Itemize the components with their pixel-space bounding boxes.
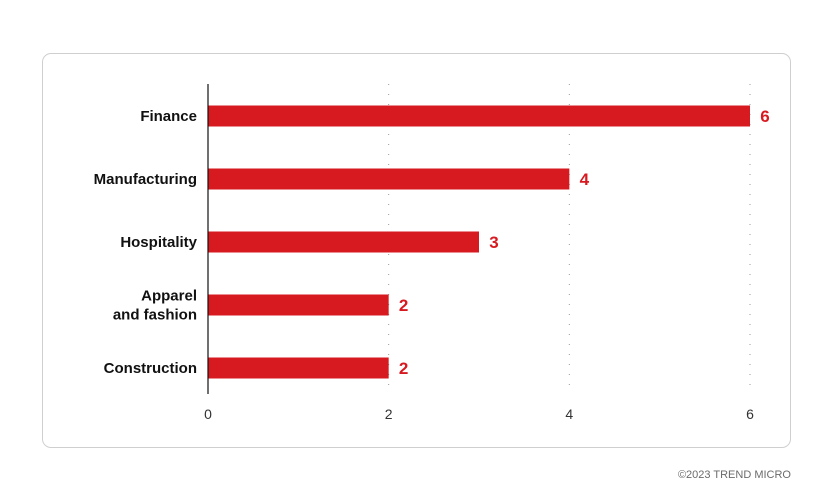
value-label: 4 [580, 170, 590, 189]
x-tick-labels: 0 2 4 6 [204, 406, 754, 422]
bar [208, 168, 570, 190]
category-label: Hospitality [120, 234, 197, 251]
category-label: Finance [140, 108, 197, 125]
bar [208, 294, 389, 316]
copyright-text: ©2023 TREND MICRO [677, 469, 791, 481]
x-tick-label: 6 [746, 406, 754, 422]
category-labels: Finance Manufacturing Hospitality Apparel an… [94, 108, 198, 377]
value-label: 3 [489, 233, 498, 252]
category-label: Construction [104, 360, 197, 377]
value-labels: 6 4 3 2 2 [399, 107, 770, 378]
x-tick-label: 2 [385, 406, 393, 422]
bars [208, 105, 750, 379]
x-tick-label: 4 [565, 406, 573, 422]
bar [208, 105, 750, 127]
category-label: Apparel and fashion [113, 288, 197, 324]
x-tick-label: 0 [204, 406, 212, 422]
value-label: 2 [399, 296, 408, 315]
bar [208, 231, 479, 253]
value-label: 6 [760, 107, 769, 126]
value-label: 2 [399, 359, 408, 378]
bar [208, 357, 389, 379]
category-label: Manufacturing [94, 171, 197, 188]
